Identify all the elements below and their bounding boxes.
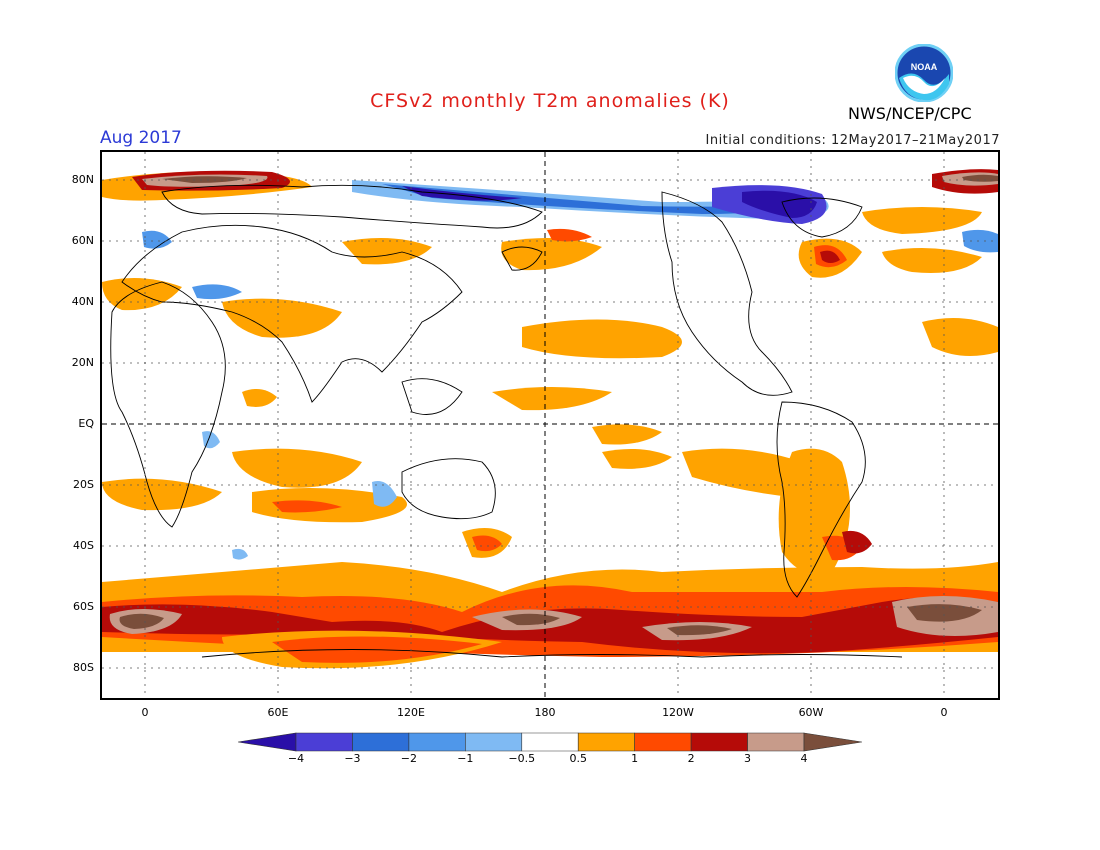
colorbar-cell	[577, 732, 635, 752]
colorbar-cell	[803, 732, 862, 752]
map-canvas	[102, 152, 998, 698]
lat-label: 80S	[73, 661, 94, 674]
colorbar-cell	[238, 732, 297, 752]
southern-ocean-warm-band	[102, 562, 998, 669]
colorbar-cell	[465, 732, 523, 752]
colorbar-cell	[295, 732, 353, 752]
colorbar-cell	[352, 732, 410, 752]
logo-lettering: NOAA	[911, 62, 938, 72]
lon-label: 60W	[798, 706, 824, 719]
lon-label: 0	[141, 706, 149, 719]
lon-label: 120E	[397, 706, 425, 719]
cool-patches	[142, 229, 998, 560]
lat-label: 20N	[71, 356, 94, 369]
anomaly-map	[100, 150, 1000, 700]
lat-label: 40N	[71, 295, 94, 308]
reference-lines	[102, 152, 998, 698]
lat-label: 60N	[71, 234, 94, 247]
colorbar-label: −2	[400, 752, 417, 765]
colorbar-label: 1	[631, 752, 639, 765]
noaa-logo: NOAA	[895, 44, 953, 102]
colorbar-cells	[238, 732, 862, 752]
warm-patches	[102, 207, 998, 575]
coastlines	[110, 184, 903, 658]
colorbar-label: −1	[457, 752, 474, 765]
colorbar-label: 2	[687, 752, 695, 765]
lat-label: 40S	[73, 539, 94, 552]
lat-label: 20S	[73, 478, 94, 491]
colorbar-label: 4	[800, 752, 808, 765]
lon-label: 180	[534, 706, 556, 719]
colorbar-label: −4	[287, 752, 305, 765]
lon-label: 120W	[662, 706, 694, 719]
colorbar-label: −0.5	[508, 752, 536, 765]
colorbar-label: −3	[344, 752, 361, 765]
valid-month-label: Aug 2017	[100, 128, 182, 148]
lon-label: 0	[940, 706, 948, 719]
colorbar-cell	[690, 732, 748, 752]
lat-label: 60S	[73, 600, 94, 613]
lat-label: 80N	[71, 173, 94, 186]
initial-conditions-label: Initial conditions: 12May2017–21May2017	[705, 133, 1000, 148]
colorbar-label: 3	[744, 752, 752, 765]
colorbar-cell	[408, 732, 466, 752]
colorbar-cell	[747, 732, 805, 752]
colorbar-cell	[634, 732, 692, 752]
map-title: CFSv2 monthly T2m anomalies (K)	[370, 90, 730, 112]
graticule	[102, 152, 998, 698]
agency-label: NWS/NCEP/CPC	[848, 104, 972, 123]
colorbar-cell	[521, 732, 579, 752]
arctic-anomalies	[102, 169, 998, 224]
colorbar	[238, 732, 862, 752]
lat-label: EQ	[78, 417, 94, 430]
colorbar-label: 0.5	[569, 752, 587, 765]
lon-label: 60E	[267, 706, 289, 719]
